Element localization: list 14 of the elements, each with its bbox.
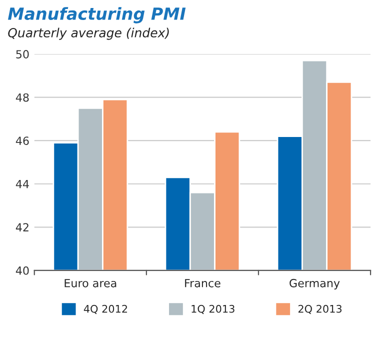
x-tick-label: Euro area <box>64 279 116 288</box>
y-tick-label: 48 <box>16 93 29 102</box>
chart-title: Manufacturing PMI <box>8 7 186 24</box>
y-tick-label: 40 <box>16 266 29 275</box>
y-tick-label: 44 <box>16 180 29 188</box>
legend-label: 4Q 2012 <box>84 304 128 314</box>
y-tick-label: 50 <box>16 50 29 58</box>
legend-label: 1Q 2013 <box>192 304 234 314</box>
y-tick-label: 42 <box>16 223 28 232</box>
x-tick-label: Germany <box>290 278 340 290</box>
legend-label: 2Q 2013 <box>298 304 342 314</box>
y-tick-label: 46 <box>16 136 29 145</box>
x-tick-label: France <box>185 279 220 288</box>
chart-subtitle: Quarterly average (index) <box>8 28 169 40</box>
